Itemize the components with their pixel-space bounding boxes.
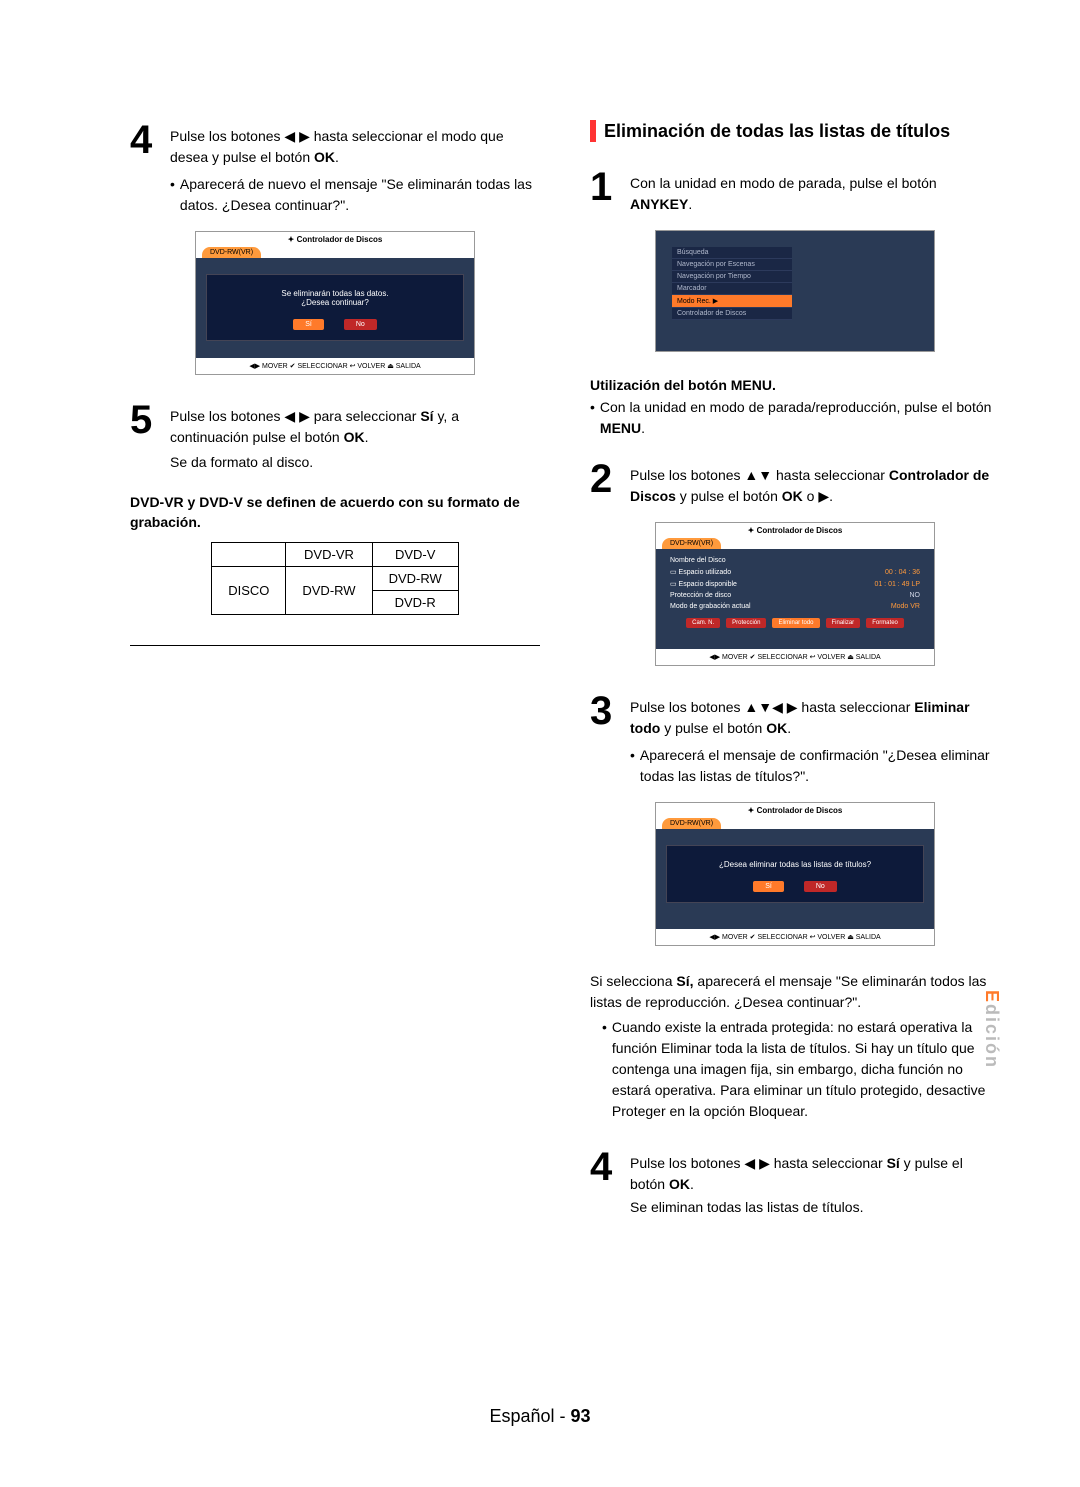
osd-confirm-delete-all: Controlador de Discos DVD-RW(VR) ¿Desea … bbox=[655, 802, 935, 946]
osd-tab: DVD-RW(VR) bbox=[662, 818, 721, 829]
right-step-3: 3 Pulse los botones ▲▼◀ ▶ hasta seleccio… bbox=[590, 691, 1000, 787]
page-footer: Español - 93 bbox=[0, 1406, 1080, 1427]
protected-note: Cuando existe la entrada protegida: no e… bbox=[612, 1017, 1000, 1122]
osd-header: Controlador de Discos bbox=[656, 803, 934, 818]
step-number: 2 bbox=[590, 459, 620, 507]
confirm-line2: ¿Desea continuar? bbox=[213, 298, 457, 307]
right-step-4: 4 Pulse los botones ◀ ▶ hasta selecciona… bbox=[590, 1147, 1000, 1218]
step-bullet: Aparecerá de nuevo el mensaje "Se elimin… bbox=[170, 174, 540, 216]
dm-label: ▭ Espacio utilizado bbox=[670, 568, 885, 576]
dm-button[interactable]: Formateo bbox=[866, 618, 904, 628]
osd-yes-button[interactable]: Sí bbox=[293, 319, 324, 330]
step-number: 4 bbox=[130, 120, 160, 216]
menu-subhead: Utilización del botón MENU. bbox=[590, 377, 1000, 393]
right-step-1: 1 Con la unidad en modo de parada, pulse… bbox=[590, 167, 1000, 215]
dm-label: ▭ Espacio disponible bbox=[670, 580, 874, 588]
osd-header: Controlador de Discos bbox=[656, 523, 934, 538]
dm-label: Nombre del Disco bbox=[670, 557, 920, 564]
format-note: DVD-VR y DVD-V se definen de acuerdo con… bbox=[130, 493, 540, 532]
osd-no-button[interactable]: No bbox=[804, 881, 837, 892]
dm-button[interactable]: Eliminar todo bbox=[772, 618, 819, 628]
osd-footer: ◀▶ MOVER ✔ SELECCIONAR ↩ VOLVER ⏏ SALIDA bbox=[656, 649, 934, 665]
popup-item[interactable]: Marcador bbox=[672, 283, 792, 295]
left-step-5: 5 Pulse los botones ◀ ▶ para seleccionar… bbox=[130, 400, 540, 473]
red-bar-icon bbox=[590, 120, 596, 142]
left-column: 4 Pulse los botones ◀ ▶ hasta selecciona… bbox=[130, 120, 540, 1233]
after-step3-text: Si selecciona Sí, aparecerá el mensaje "… bbox=[590, 971, 1000, 1013]
step-line2: Se da formato al disco. bbox=[170, 452, 540, 473]
cell-dvdr: DVD-R bbox=[372, 591, 458, 615]
dm-button[interactable]: Cam. N. bbox=[686, 618, 720, 628]
th-dvdvr: DVD-VR bbox=[286, 543, 372, 567]
dm-value: 01 : 01 : 49 LP bbox=[874, 581, 920, 588]
left-step-4: 4 Pulse los botones ◀ ▶ hasta selecciona… bbox=[130, 120, 540, 216]
popup-item-active[interactable]: Modo Rec. ▶ bbox=[672, 295, 792, 308]
dm-button[interactable]: Protección bbox=[726, 618, 766, 628]
dm-row: ▭ Espacio disponible01 : 01 : 49 LP bbox=[666, 578, 924, 590]
osd-yes-button[interactable]: Sí bbox=[753, 881, 784, 892]
dm-row: Nombre del Disco bbox=[666, 555, 924, 566]
popup-item[interactable]: Navegación por Escenas bbox=[672, 259, 792, 271]
menu-sub-text: Con la unidad en modo de parada/reproduc… bbox=[600, 397, 1000, 439]
dm-label: Protección de disco bbox=[670, 592, 910, 599]
dm-row: Modo de grabación actualModo VR bbox=[666, 601, 924, 612]
step-number: 5 bbox=[130, 400, 160, 473]
side-tab-edicion: Edición bbox=[981, 990, 1002, 1069]
th-dvdv: DVD-V bbox=[372, 543, 458, 567]
bold-ok: OK bbox=[314, 149, 335, 165]
section-title: Eliminación de todas las listas de títul… bbox=[590, 120, 1000, 142]
dm-value: 00 : 04 : 36 bbox=[885, 569, 920, 576]
cell-dvdrw2: DVD-RW bbox=[372, 567, 458, 591]
osd-tab: DVD-RW(VR) bbox=[202, 247, 261, 258]
right-step-2: 2 Pulse los botones ▲▼ hasta seleccionar… bbox=[590, 459, 1000, 507]
popup-list: Búsqueda Navegación por Escenas Navegaci… bbox=[672, 247, 792, 320]
right-column: Eliminación de todas las listas de títul… bbox=[590, 120, 1000, 1233]
step-number: 3 bbox=[590, 691, 620, 787]
cell-dvdrw: DVD-RW bbox=[286, 567, 372, 615]
confirm-line1: Se eliminarán todas las datos. bbox=[213, 289, 457, 298]
dm-value: NO bbox=[910, 592, 921, 599]
osd-no-button[interactable]: No bbox=[344, 319, 377, 330]
popup-item[interactable]: Navegación por Tiempo bbox=[672, 271, 792, 283]
osd-disc-manager: Controlador de Discos DVD-RW(VR) Nombre … bbox=[655, 522, 935, 666]
step-number: 4 bbox=[590, 1147, 620, 1218]
step-number: 1 bbox=[590, 167, 620, 215]
divider bbox=[130, 645, 540, 646]
dm-label: Modo de grabación actual bbox=[670, 603, 891, 610]
osd-popup-menu: Búsqueda Navegación por Escenas Navegaci… bbox=[655, 230, 935, 352]
dm-row: ▭ Espacio utilizado00 : 04 : 36 bbox=[666, 566, 924, 578]
osd-confirm-format: Controlador de Discos DVD-RW(VR) Se elim… bbox=[195, 231, 475, 375]
osd-tab: DVD-RW(VR) bbox=[662, 538, 721, 549]
dm-value: Modo VR bbox=[891, 603, 920, 610]
row-disco: DISCO bbox=[212, 567, 286, 615]
dm-button[interactable]: Finalizar bbox=[826, 618, 861, 628]
disc-table: DVD-VR DVD-V DISCO DVD-RW DVD-RW DVD-R bbox=[211, 542, 459, 615]
step-bullet: Aparecerá el mensaje de confirmación "¿D… bbox=[630, 745, 1000, 787]
osd-footer: ◀▶ MOVER ✔ SELECCIONAR ↩ VOLVER ⏏ SALIDA bbox=[656, 929, 934, 945]
osd-footer: ◀▶ MOVER ✔ SELECCIONAR ↩ VOLVER ⏏ SALIDA bbox=[196, 358, 474, 374]
popup-item[interactable]: Búsqueda bbox=[672, 247, 792, 259]
popup-item[interactable]: Controlador de Discos bbox=[672, 308, 792, 320]
osd-header: Controlador de Discos bbox=[196, 232, 474, 247]
dm-row: Protección de discoNO bbox=[666, 590, 924, 601]
confirm-line1: ¿Desea eliminar todas las listas de títu… bbox=[673, 860, 917, 869]
